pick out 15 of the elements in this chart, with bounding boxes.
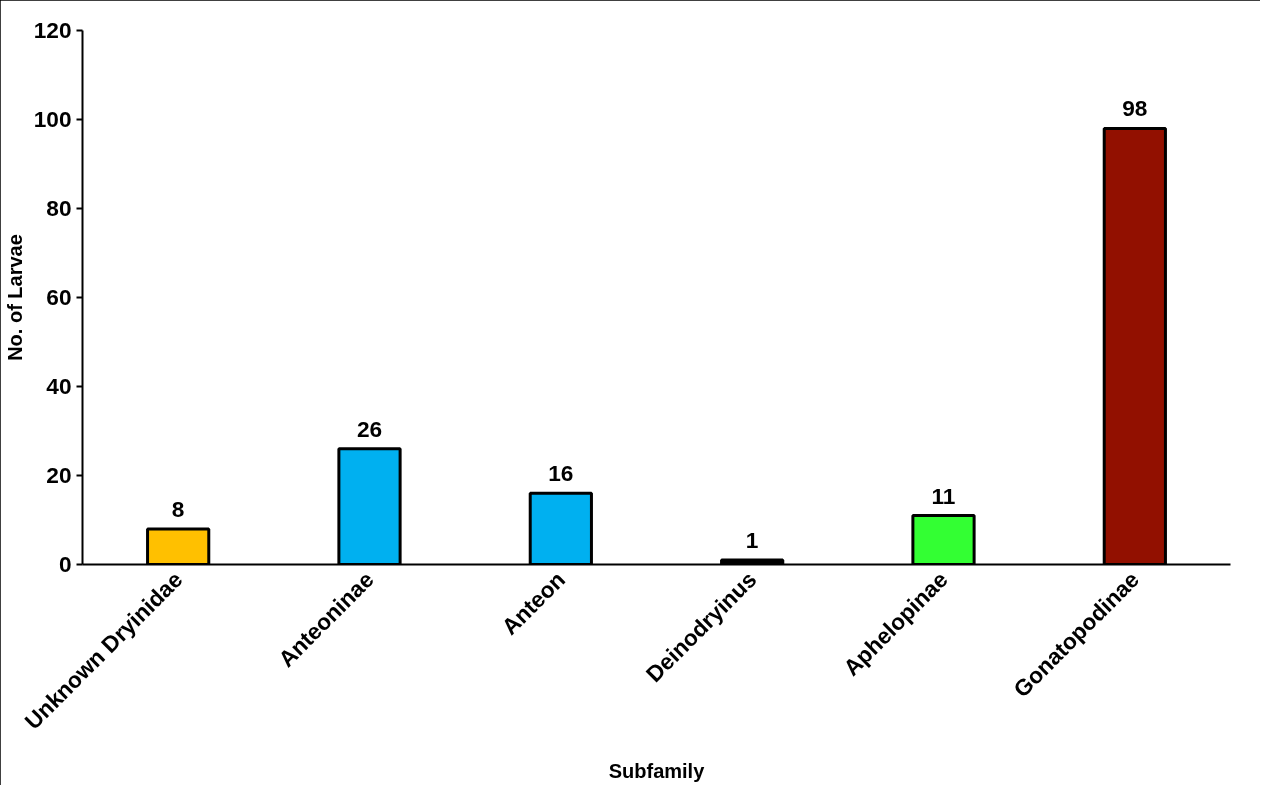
data-label: 26	[356, 415, 383, 442]
data-label: 16	[548, 460, 574, 487]
data-label: 11	[931, 482, 956, 509]
data-label: 8	[171, 495, 185, 522]
y-tick-label: 120	[33, 17, 72, 43]
y-tick-label: 0	[58, 551, 72, 577]
y-tick-label: 40	[46, 373, 72, 399]
y-tick-label: 60	[46, 284, 72, 310]
x-axis-title: Subfamily	[608, 760, 706, 783]
y-tick-label: 100	[33, 106, 72, 132]
y-tick-label: 80	[46, 195, 72, 221]
y-axis-title: No. of Larvae	[3, 234, 26, 361]
y-tick-label: 20	[46, 462, 72, 488]
data-label: 1	[745, 527, 759, 554]
data-label: 98	[1122, 95, 1148, 122]
